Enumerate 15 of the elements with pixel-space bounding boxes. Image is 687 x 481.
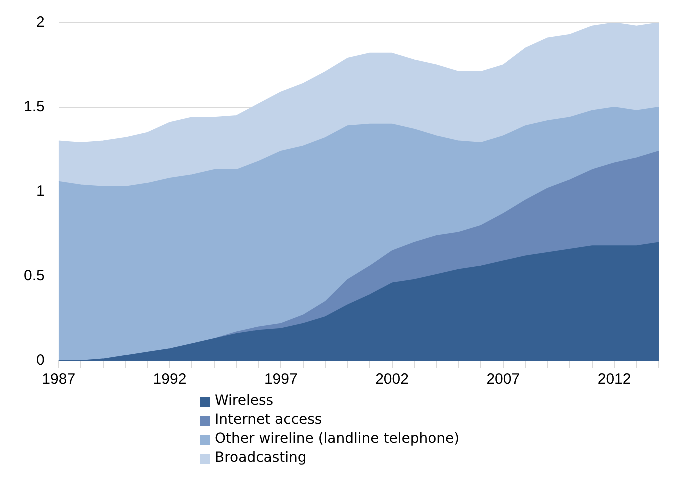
y-tick-label: 0.5 (24, 268, 45, 285)
x-tick-label: 1992 (153, 371, 187, 388)
y-tick-label: 1.5 (24, 98, 45, 116)
legend-label: Wireless (215, 392, 274, 411)
legend-label: Other wireline (landline telephone) (215, 430, 460, 449)
legend-label: Internet access (215, 411, 322, 430)
x-tick-label: 1997 (264, 371, 298, 388)
x-tick-label: 1987 (42, 371, 76, 388)
x-tick-label: 2012 (598, 371, 632, 388)
y-tick-label: 1 (36, 183, 45, 200)
y-tick-label: 0 (36, 352, 45, 370)
x-tick-label: 2007 (486, 371, 520, 388)
legend-label: Broadcasting (215, 449, 307, 468)
x-tick-label: 2002 (376, 371, 409, 388)
y-tick-label: 2 (36, 14, 45, 32)
